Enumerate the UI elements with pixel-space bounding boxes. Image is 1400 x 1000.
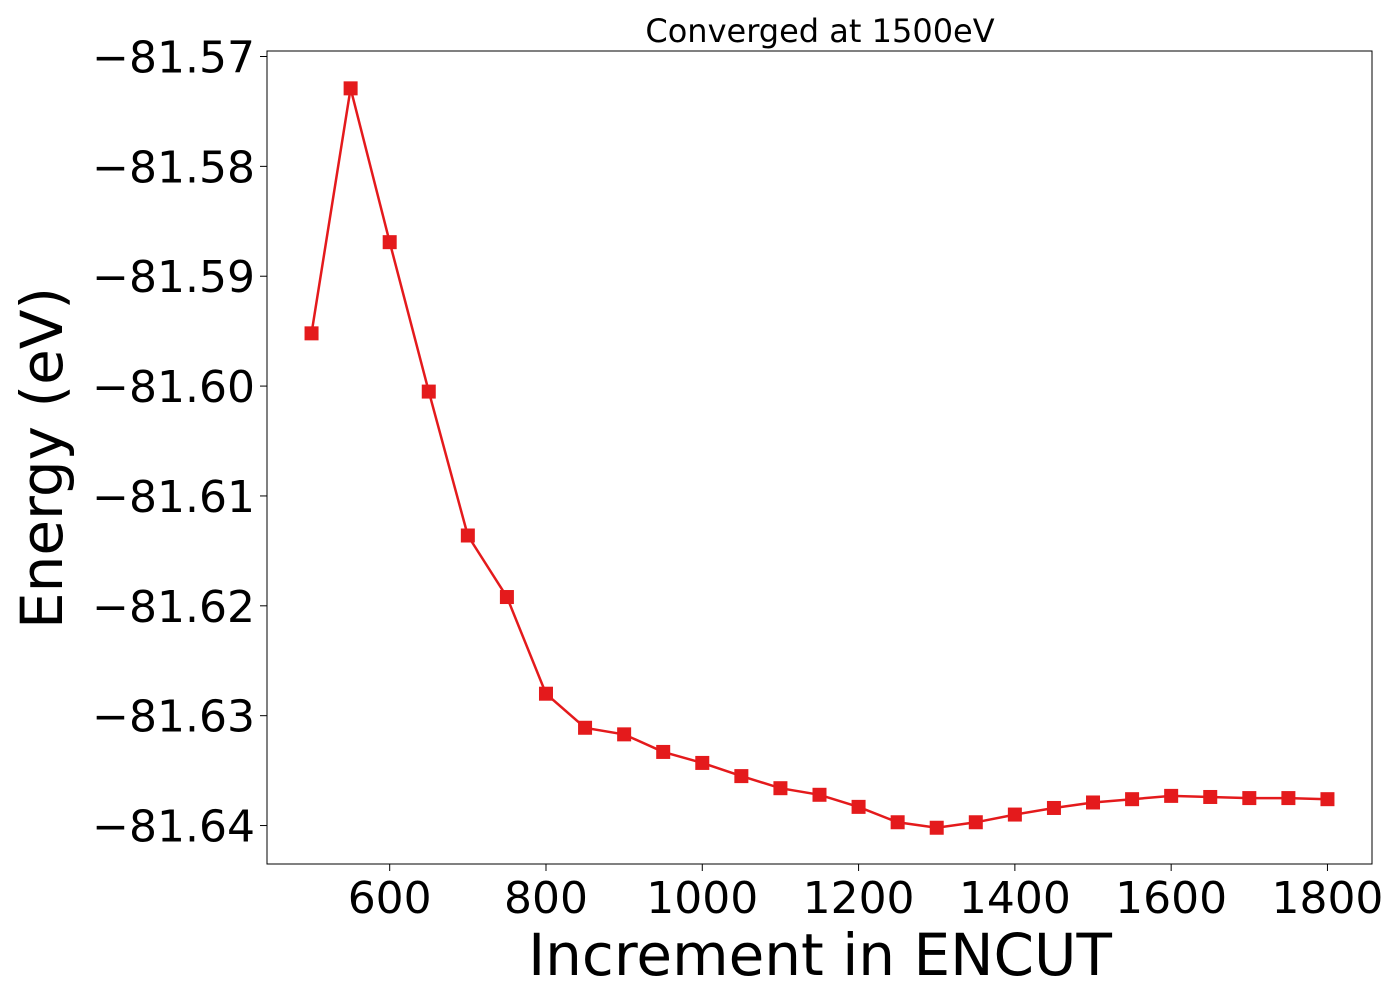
data-point [968, 815, 983, 830]
plot-area [266, 50, 1373, 865]
data-point [1242, 791, 1257, 806]
data-point [1125, 792, 1140, 807]
data-point [460, 528, 475, 543]
data-point [1164, 788, 1179, 803]
x-tick-label: 1200 [803, 873, 915, 924]
y-tick-label: −81.62 [92, 582, 255, 633]
data-point [851, 799, 866, 814]
series-layer [304, 81, 1335, 835]
y-tick-label: −81.61 [92, 472, 255, 523]
axes-frame [266, 50, 1373, 865]
data-point [382, 235, 397, 250]
x-tick-label: 1000 [646, 873, 758, 924]
data-point [1320, 792, 1335, 807]
y-tick-label: −81.60 [92, 362, 255, 413]
x-tick-label: 1600 [1115, 873, 1227, 924]
data-point [1007, 807, 1022, 822]
data-point [343, 81, 358, 96]
data-point [1203, 789, 1218, 804]
data-point [734, 769, 749, 784]
x-tick-label: 800 [504, 873, 588, 924]
data-point [890, 815, 905, 830]
data-point [773, 781, 788, 796]
data-point [812, 787, 827, 802]
data-point [929, 820, 944, 835]
data-point [695, 755, 710, 770]
chart-title: Converged at 1500eV [645, 12, 994, 50]
y-tick-label: −81.57 [92, 32, 255, 83]
y-tick-label: −81.58 [92, 142, 255, 193]
y-tick-label: −81.64 [92, 802, 255, 853]
data-point [1086, 795, 1101, 810]
x-tick-label: 1400 [959, 873, 1071, 924]
data-point [1046, 800, 1061, 815]
y-axis-label: Energy (eV) [8, 287, 76, 629]
y-tick-label: −81.63 [92, 692, 255, 743]
data-point [538, 686, 553, 701]
data-point [656, 744, 671, 759]
data-point [578, 720, 593, 735]
x-axis-label: Increment in ENCUT [528, 921, 1112, 989]
y-axis: −81.57 −81.58 −81.59 −81.60 −81.61 −81.62 −81.… [92, 32, 267, 853]
data-point [304, 326, 319, 341]
data-point [499, 590, 514, 605]
x-tick-label: 600 [348, 873, 432, 924]
data-point [421, 384, 436, 399]
data-point [1281, 791, 1296, 806]
data-point [617, 727, 632, 742]
x-axis: 600 800 1000 1200 1400 1600 1800 [348, 864, 1383, 924]
y-tick-label: −81.59 [92, 252, 255, 303]
x-tick-label: 1800 [1271, 873, 1383, 924]
